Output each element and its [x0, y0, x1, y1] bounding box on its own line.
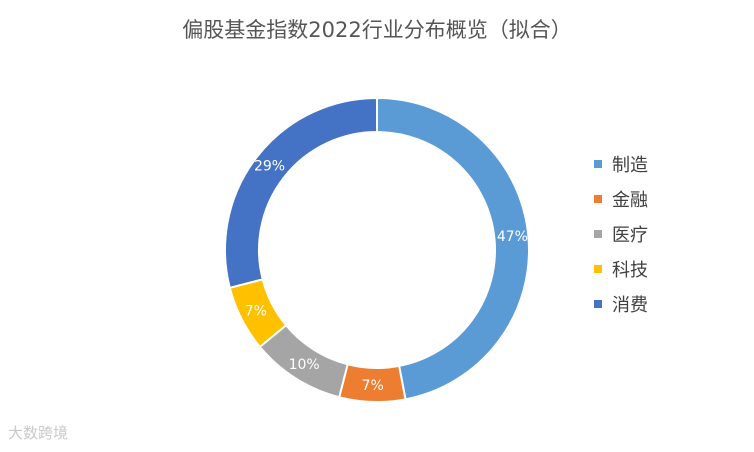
legend-item-科技: 科技	[594, 251, 648, 286]
legend-swatch	[594, 299, 602, 308]
legend-swatch	[594, 264, 602, 273]
legend-item-医疗: 医疗	[594, 216, 648, 251]
donut-slices	[224, 96, 530, 403]
watermark: 大数跨境	[8, 424, 69, 442]
slice-label-医疗: 10%	[289, 357, 320, 373]
donut-slice-制造	[376, 96, 530, 401]
slice-label-消费: 29%	[254, 159, 285, 175]
legend-label: 金融	[612, 189, 648, 211]
donut-slice-消费	[224, 96, 378, 290]
slice-label-金融: 7%	[362, 378, 384, 394]
legend-item-制造: 制造	[594, 146, 648, 181]
legend-swatch	[594, 159, 602, 168]
legend-label: 医疗	[612, 224, 648, 246]
legend-label: 消费	[612, 294, 648, 316]
legend-item-金融: 金融	[594, 181, 648, 216]
slice-label-科技: 7%	[245, 304, 267, 320]
chart-title: 偏股基金指数2022行业分布概览（拟合）	[182, 18, 572, 42]
slice-label-制造: 47%	[497, 229, 528, 245]
legend-label: 制造	[612, 154, 648, 176]
legend-swatch	[594, 194, 602, 203]
donut-labels: 47% 7% 10% 7% 29%	[245, 159, 528, 394]
legend: 制造金融医疗科技消费	[594, 146, 648, 321]
legend-item-消费: 消费	[594, 286, 648, 321]
legend-swatch	[594, 229, 602, 238]
legend-label: 科技	[612, 259, 648, 281]
